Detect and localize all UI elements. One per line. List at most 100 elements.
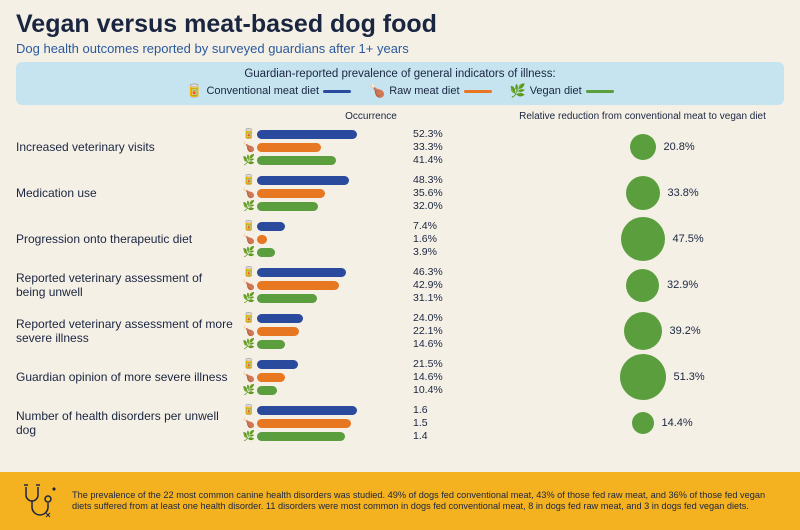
bar-track (257, 235, 407, 244)
bowl-icon: 🥫 (241, 405, 257, 416)
bar-fill (257, 130, 357, 139)
column-headers: Occurrence Relative reduction from conve… (16, 111, 784, 122)
header-relative: Relative reduction from conventional mea… (501, 111, 784, 122)
bar-track (257, 268, 407, 277)
bar-value: 1.4 (413, 430, 428, 442)
bar-fill (257, 294, 317, 303)
meat-icon: 🍗 (241, 280, 257, 291)
bubble-label: 33.8% (668, 187, 699, 199)
leaf-icon: 🌿 (510, 83, 526, 99)
bar-line: 🍗14.6% (241, 371, 501, 383)
meat-icon: 🍗 (241, 372, 257, 383)
row-bars: 🥫 48.3%🍗35.6%🌿32.0% (241, 174, 501, 212)
bowl-icon: 🥫 (241, 175, 257, 186)
row-bars: 🥫1.6🍗1.5🌿1.4 (241, 404, 501, 442)
bubble-label: 51.3% (674, 371, 705, 383)
bar-line: 🌿41.4% (241, 154, 501, 166)
bar-fill (257, 189, 325, 198)
bar-fill (257, 268, 346, 277)
bubble-label: 20.8% (664, 141, 695, 153)
footer-text: The prevalence of the 22 most common can… (72, 490, 784, 513)
leaf-icon: 🌿 (241, 339, 257, 350)
data-row: Progression onto therapeutic diet🥫7.4%🍗1… (16, 216, 784, 262)
bowl-icon: 🥫 (241, 313, 257, 324)
bar-track (257, 386, 407, 395)
row-label: Number of health disorders per unwell do… (16, 409, 241, 438)
row-label: Reported veterinary assessment of being … (16, 271, 241, 300)
bar-line: 🌿31.1% (241, 292, 501, 304)
bar-track (257, 340, 407, 349)
bar-fill (257, 248, 275, 257)
bubble-label: 39.2% (670, 325, 701, 337)
bubble-label: 47.5% (673, 233, 704, 245)
bar-value: 52.3% (413, 128, 443, 140)
header-occurrence: Occurrence (241, 111, 501, 122)
row-label: Progression onto therapeutic diet (16, 232, 241, 246)
meat-icon: 🍗 (241, 142, 257, 153)
meat-icon: 🍗 (241, 418, 257, 429)
legend-label: Vegan diet (530, 85, 582, 97)
bar-line: 🥫1.6 (241, 404, 501, 416)
bar-fill (257, 202, 318, 211)
bar-track (257, 248, 407, 257)
bar-value: 42.9% (413, 279, 443, 291)
data-row: Reported veterinary assessment of being … (16, 262, 784, 308)
reduction-bubble (626, 269, 659, 302)
legend-line-orange (464, 90, 492, 93)
bubble-cell: 14.4% (501, 412, 784, 434)
data-row: Increased veterinary visits🥫52.3%🍗33.3%🌿… (16, 124, 784, 170)
legend-line-green (586, 90, 614, 93)
bar-fill (257, 176, 349, 185)
bar-track (257, 406, 407, 415)
leaf-icon: 🌿 (241, 155, 257, 166)
bar-line: 🍗22.1% (241, 325, 501, 337)
bar-fill (257, 360, 298, 369)
bar-track (257, 130, 407, 139)
bar-fill (257, 235, 267, 244)
bar-value: 14.6% (413, 338, 443, 350)
bar-value: 46.3% (413, 266, 443, 278)
legend-item-vegan: 🌿 Vegan diet (510, 83, 614, 99)
reduction-bubble (630, 134, 656, 160)
bar-fill (257, 327, 299, 336)
bar-track (257, 432, 407, 441)
bar-value: 22.1% (413, 325, 443, 337)
bar-track (257, 419, 407, 428)
bar-line: 🌿 14.6% (241, 338, 501, 350)
bar-track (257, 143, 407, 152)
bowl-icon: 🥫 (241, 129, 257, 140)
bubble-cell: 33.8% (501, 176, 784, 210)
legend-items: 🥫 Conventional meat diet 🍗 Raw meat diet… (28, 83, 772, 99)
bar-track (257, 202, 407, 211)
meat-icon: 🍗 (241, 234, 257, 245)
bar-line: 🍗 42.9% (241, 279, 501, 291)
bar-value: 48.3% (413, 174, 443, 186)
row-bars: 🥫21.5%🍗14.6%🌿10.4% (241, 358, 501, 396)
legend-title: Guardian-reported prevalence of general … (28, 68, 772, 80)
bar-fill (257, 340, 285, 349)
bar-value: 35.6% (413, 187, 443, 199)
bar-line: 🍗1.6% (241, 233, 501, 245)
bar-track (257, 327, 407, 336)
bar-track (257, 314, 407, 323)
bar-line: 🍗35.6% (241, 187, 501, 199)
data-row: Guardian opinion of more severe illness🥫… (16, 354, 784, 400)
legend-line-blue (323, 90, 351, 93)
bubble-label: 32.9% (667, 279, 698, 291)
bowl-icon: 🥫 (186, 83, 202, 99)
bar-track (257, 373, 407, 382)
infographic-container: Vegan versus meat-based dog food Dog hea… (0, 0, 800, 530)
bowl-icon: 🥫 (241, 267, 257, 278)
bar-track (257, 156, 407, 165)
bar-line: 🌿32.0% (241, 200, 501, 212)
row-label: Reported veterinary assessment of more s… (16, 317, 241, 346)
reduction-bubble (624, 312, 662, 350)
leaf-icon: 🌿 (241, 247, 257, 258)
bar-track (257, 176, 407, 185)
bubble-cell: 20.8% (501, 134, 784, 160)
legend-label: Raw meat diet (389, 85, 459, 97)
bar-track (257, 360, 407, 369)
bar-fill (257, 222, 285, 231)
reduction-bubble (621, 217, 665, 261)
data-row: Medication use🥫48.3%🍗35.6%🌿32.0%33.8% (16, 170, 784, 216)
